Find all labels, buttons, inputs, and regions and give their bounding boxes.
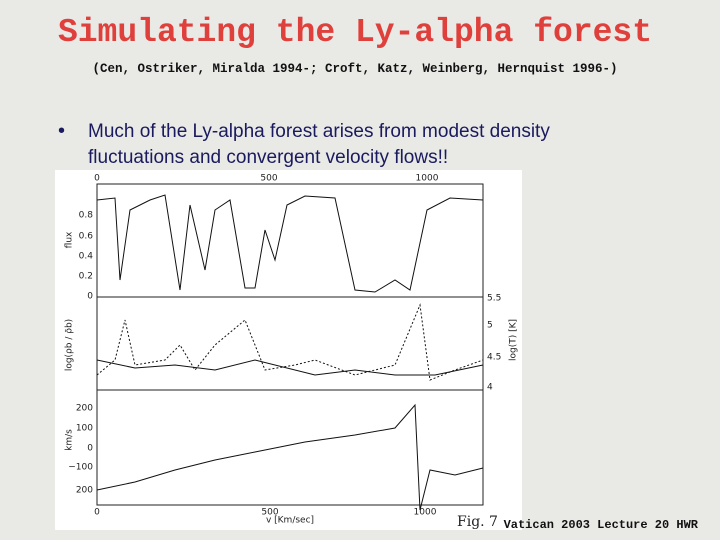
top-tick: 1000 [416,174,439,184]
flux-tick: 0 [87,292,93,302]
footer: Vatican 2003 Lecture 20 HWR [503,518,698,532]
curves [96,194,484,511]
flux-tick: 0.2 [79,272,93,282]
bullet-marker: • [58,120,66,142]
flux-tick: 0.4 [79,252,94,262]
bottom-tick: 1000 [414,508,437,518]
temperature-tick: 5 [487,321,493,331]
velocity-label: km/s [65,429,75,451]
velocity-tick: 100 [76,424,93,434]
title: Simulating the Ly-alpha forest [57,14,653,51]
figure-background [55,170,522,530]
panel-frames [96,183,484,506]
bullet-text: Much of the Ly-alpha forest arises from … [88,121,550,168]
figure-caption: Fig. 7 [457,514,498,530]
temperature-tick: 4.5 [487,353,501,363]
bottom-tick: 500 [261,508,278,518]
temperature-label: log(T) [K] [509,319,519,361]
temperature-tick: 5.5 [487,294,501,304]
flux-tick: 0.8 [79,211,94,221]
velocity-tick: 200 [76,404,93,414]
flux-tick: 0.6 [79,232,94,242]
citation: (Cen, Ostriker, Miralda 1994-; Croft, Ka… [92,62,618,76]
bottom-tick: 0 [94,508,100,518]
velocity-tick: 200 [76,486,93,496]
density-label: log(ρb / ρ̄b) [65,319,75,371]
temperature-tick: 4 [487,383,493,393]
top-tick: 0 [94,174,100,184]
x-axis-label: v [Km/sec] [266,516,314,526]
velocity-tick: 0 [87,444,93,454]
figure: 0 500 1000 0.8 0.6 0.4 0.2 0 flux log(ρb… [55,170,522,530]
flux-label: flux [65,231,75,248]
top-tick: 500 [260,174,277,184]
velocity-tick: −100 [68,463,93,473]
